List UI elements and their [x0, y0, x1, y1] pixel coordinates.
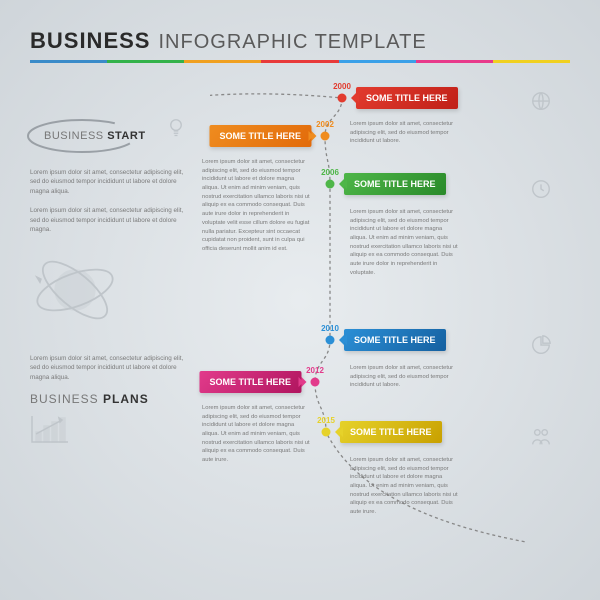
timeline-year: 2012 — [306, 366, 324, 375]
timeline-label: SOME TITLE HERE — [209, 125, 311, 147]
people-icon — [530, 426, 552, 453]
timeline-dot — [311, 378, 320, 387]
timeline-year: 2000 — [333, 82, 351, 91]
barchart-icon — [30, 414, 185, 449]
timeline-label: SOME TITLE HERE — [199, 371, 301, 393]
timeline-dot — [322, 428, 331, 437]
clock-icon — [530, 178, 552, 205]
timeline-label: SOME TITLE HERE — [344, 329, 446, 351]
timeline-year: 2006 — [321, 168, 339, 177]
timeline-label: SOME TITLE HERE — [356, 87, 458, 109]
timeline-body-text: Lorem ipsum dolor sit amet, consectetur … — [350, 208, 460, 278]
business-start-badge: BUSINESS START — [30, 120, 185, 158]
timeline-dot — [321, 132, 330, 141]
timeline-year: 2002 — [316, 120, 334, 129]
timeline-body-text: Lorem ipsum dolor sit amet, consectetur … — [350, 364, 460, 390]
timeline-body-text: Lorem ipsum dolor sit amet, consectetur … — [350, 120, 460, 146]
business-plans-label: BUSINESS PLANS — [30, 392, 185, 406]
timeline-year: 2015 — [317, 416, 335, 425]
pie-icon — [530, 334, 552, 361]
title-bold: BUSINESS — [30, 28, 150, 54]
timeline-dot — [338, 94, 347, 103]
timeline-body-text: Lorem ipsum dolor sit amet, consectetur … — [202, 404, 312, 465]
globe-orbit-icon — [30, 245, 185, 340]
timeline-dot — [326, 180, 335, 189]
timeline-label: SOME TITLE HERE — [344, 173, 446, 195]
left-column: BUSINESS START Lorem ipsum dolor sit ame… — [30, 120, 185, 449]
intro-paragraph-1: Lorem ipsum dolor sit amet, consectetur … — [30, 168, 185, 196]
intro-paragraph-2: Lorem ipsum dolor sit amet, consectetur … — [30, 206, 185, 234]
color-stripe — [30, 60, 570, 63]
globe-icon — [530, 90, 552, 117]
timeline-body-text: Lorem ipsum dolor sit amet, consectetur … — [202, 158, 312, 254]
timeline-body-text: Lorem ipsum dolor sit amet, consectetur … — [350, 456, 460, 517]
timeline-dot — [326, 336, 335, 345]
title-light: INFOGRAPHIC TEMPLATE — [158, 31, 426, 54]
header: BUSINESS INFOGRAPHIC TEMPLATE — [30, 28, 570, 63]
timeline: 2000 SOME TITLE HERE 2002 SOME TITLE HERE 20… — [210, 80, 574, 580]
intro-paragraph-3: Lorem ipsum dolor sit amet, consectetur … — [30, 354, 185, 382]
timeline-year: 2010 — [321, 324, 339, 333]
timeline-label: SOME TITLE HERE — [340, 421, 442, 443]
